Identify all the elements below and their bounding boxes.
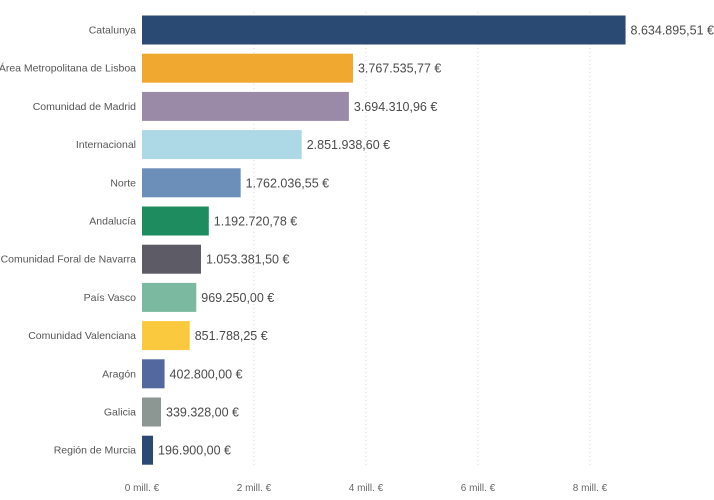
bar[interactable] xyxy=(142,53,353,83)
bar[interactable] xyxy=(142,321,190,351)
data-label: 969.250,00 € xyxy=(201,291,274,305)
category-label: Norte xyxy=(110,177,136,189)
bars xyxy=(142,15,626,465)
gridlines xyxy=(253,12,591,468)
bar[interactable] xyxy=(142,15,626,45)
category-label: Andalucía xyxy=(89,216,136,228)
category-label: Aragón xyxy=(102,368,136,380)
x-tick-label: 6 mill. € xyxy=(461,483,496,494)
category-label: Internacional xyxy=(76,139,136,151)
bar[interactable] xyxy=(142,397,162,427)
data-label: 2.851.938,60 € xyxy=(307,138,390,152)
category-labels: Catalunya Área Metropolitana de Lisboa Com… xyxy=(0,25,136,457)
bar[interactable] xyxy=(142,168,241,198)
category-label: Galicia xyxy=(104,407,136,419)
x-axis-ticks: 0 mill. € 2 mill. € 4 mill. € 6 mill. € 8 mi… xyxy=(125,483,608,494)
bar[interactable] xyxy=(142,435,154,465)
data-label: 339.328,00 € xyxy=(166,406,239,420)
category-label: Comunidad Foral de Navarra xyxy=(1,254,137,266)
bar[interactable] xyxy=(142,206,209,236)
data-label: 1.192.720,78 € xyxy=(214,215,297,229)
bar[interactable] xyxy=(142,130,302,160)
data-label: 196.900,00 € xyxy=(158,444,231,458)
category-label: Comunidad de Madrid xyxy=(33,101,136,113)
x-tick-label: 2 mill. € xyxy=(237,483,272,494)
value-labels: 8.634.895,51 € 3.767.535,77 € 3.694.310,96… xyxy=(158,24,714,458)
category-label: País Vasco xyxy=(84,292,136,304)
x-tick-label: 4 mill. € xyxy=(349,483,384,494)
data-label: 3.694.310,96 € xyxy=(354,100,437,114)
category-label: Comunidad Valenciana xyxy=(28,330,136,342)
bar[interactable] xyxy=(142,359,165,389)
data-label: 851.788,25 € xyxy=(195,329,268,343)
data-label: 8.634.895,51 € xyxy=(631,24,714,38)
data-label: 1.053.381,50 € xyxy=(206,253,289,267)
bar[interactable] xyxy=(142,282,197,312)
data-label: 1.762.036,55 € xyxy=(246,176,329,190)
category-label: Área Metropolitana de Lisboa xyxy=(0,62,136,75)
bar[interactable] xyxy=(142,91,349,121)
data-label: 402.800,00 € xyxy=(170,367,243,381)
bar[interactable] xyxy=(142,244,201,274)
x-tick-label: 8 mill. € xyxy=(573,483,608,494)
category-label: Catalunya xyxy=(89,25,136,37)
data-label: 3.767.535,77 € xyxy=(358,62,441,76)
x-tick-label: 0 mill. € xyxy=(125,483,160,494)
category-label: Región de Murcia xyxy=(54,445,136,457)
